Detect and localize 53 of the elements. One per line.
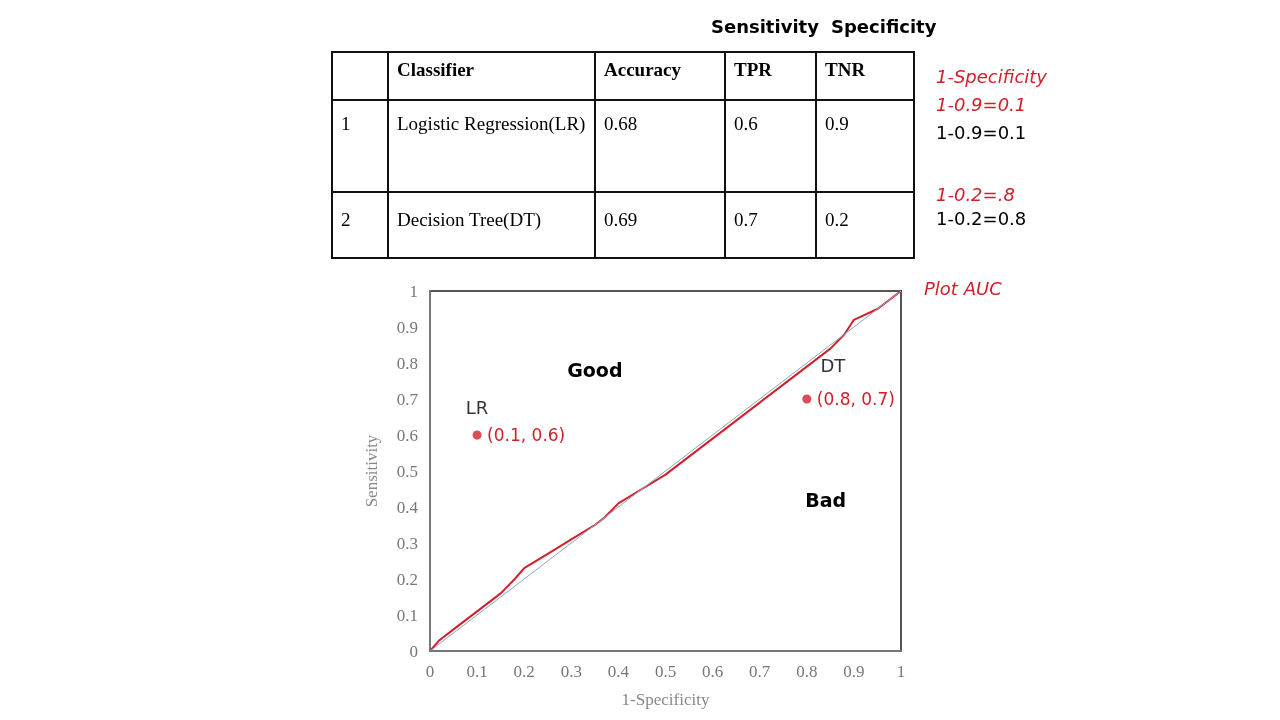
text: 0.6 [734,113,758,134]
y-tick-label: 0.5 [396,461,418,481]
x-tick-label: 0 [425,662,435,681]
text: 1 [341,113,351,134]
text: 2 [341,209,351,230]
y-tick-label: 0.9 [396,317,418,337]
y-tick-label: 0.1 [396,605,418,625]
x-tick-label: 0.3 [560,662,582,681]
y-tick-label: 0.8 [396,353,418,373]
text: 1-0.2=.8 [936,184,1015,205]
x-tick-label: 0.7 [749,662,771,681]
text: 0.69 [604,209,638,230]
x-tick-label: 0.4 [607,662,630,681]
x-tick-label: 0.1 [466,662,488,681]
text: 0.68 [604,113,638,134]
annotation: (0.1, 0.6) [487,425,566,445]
line-series [429,290,902,652]
y-tick-label: 1 [409,281,418,301]
text: 1-0.2=0.8 [936,208,1027,229]
category-label: TNR [816,52,914,100]
text: Logistic Regression(LR) [397,113,586,134]
series-label: DT [820,355,847,376]
text: Decision Tree(DT) [397,209,542,230]
category-label: Accuracy [595,52,725,100]
category-label: Classifier [388,52,595,100]
y-tick-label: 0.4 [396,497,419,517]
x-tick-label: 0.9 [843,662,865,681]
text: 0.2 [825,209,849,230]
text: 1-0.9=0.1 [936,94,1027,115]
text: 1-0.9=0.1 [936,122,1027,143]
x-axis-title: 1-Specificity [621,690,710,709]
x-tick-label: 0.5 [654,662,677,681]
y-tick-label: 0 [409,641,418,661]
text: Specificity [831,16,937,37]
text: Sensitivity [711,16,819,37]
y-axis-title: Sensitivity [362,434,381,508]
text: Plot AUC [924,277,1003,299]
annotation: (0.8, 0.7) [816,389,895,409]
x-tick-label: 1 [896,662,906,681]
annotation: Bad [805,488,847,511]
x-tick-label: 0.2 [513,662,535,681]
y-tick-label: 0.6 [396,425,418,445]
series-label: LR [465,397,489,418]
text: 0.9 [825,113,849,134]
x-tick-label: 0.6 [701,662,724,681]
category-label: TPR [725,52,816,100]
y-tick-label: 0.2 [396,569,418,589]
text: 0.7 [734,209,758,230]
x-tick-label: 0.8 [796,662,818,681]
y-tick-label: 0.3 [396,533,418,553]
text: 1-Specificity [936,66,1048,87]
y-tick-label: 0.7 [396,389,419,409]
annotation: Good [567,359,623,382]
